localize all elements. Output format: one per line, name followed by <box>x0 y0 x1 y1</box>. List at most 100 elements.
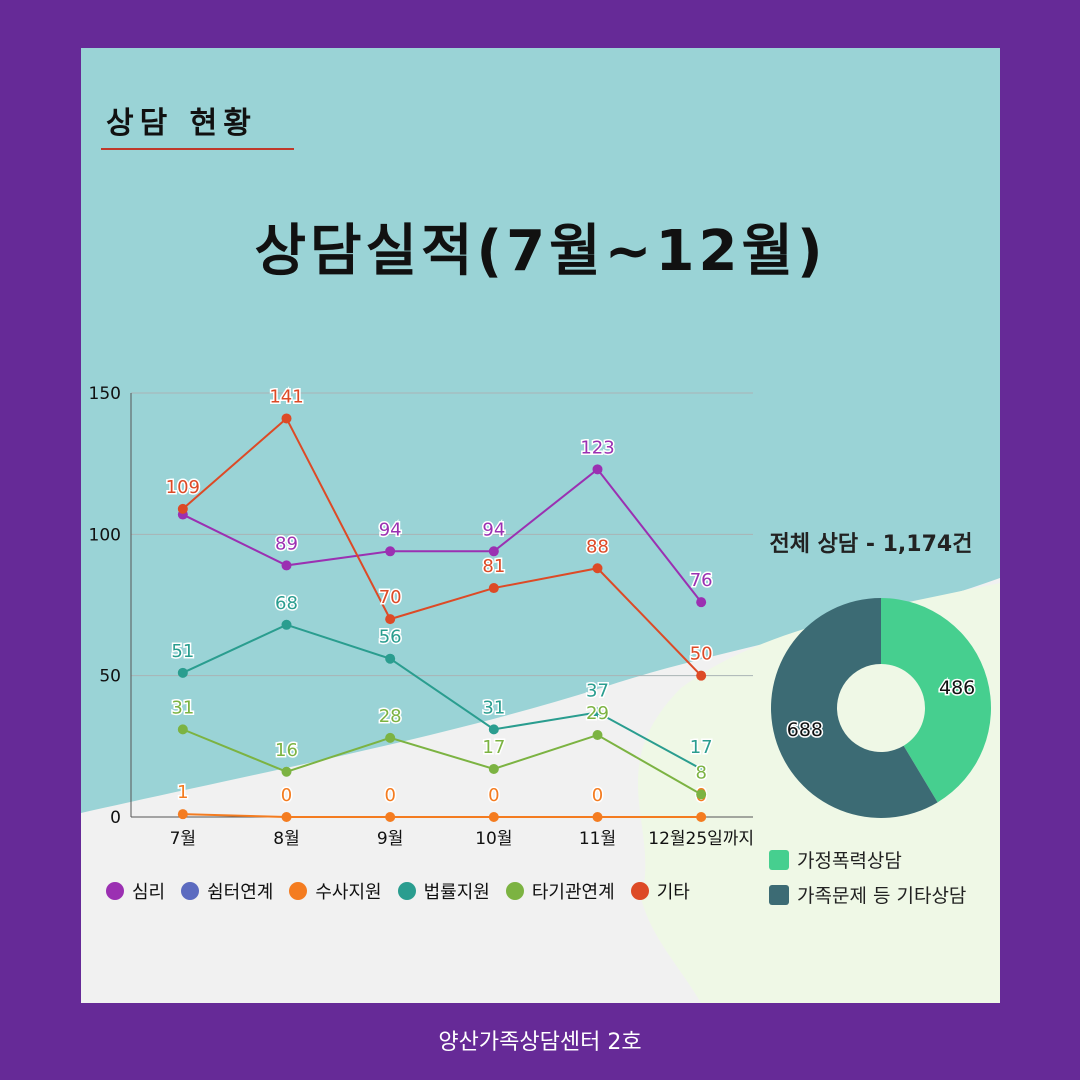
legend-label: 타기관연계 <box>531 882 615 903</box>
legend-label: 법률지원 <box>423 882 490 903</box>
data-label: 31 <box>482 697 505 718</box>
series-line <box>182 728 702 796</box>
data-label: 29 <box>586 703 609 724</box>
donut-chart: 486 688 <box>771 598 991 818</box>
data-point <box>385 812 396 822</box>
series-line <box>182 623 702 770</box>
legend-marker-icon <box>397 882 416 900</box>
data-point <box>385 546 396 557</box>
legend-label: 쉼터연계 <box>207 882 274 903</box>
data-point <box>696 670 707 681</box>
data-label: 81 <box>482 556 505 577</box>
donut-legend-label: 가정폭력상담 <box>797 850 902 872</box>
data-point <box>281 413 292 424</box>
legend-item-기타: 기타 <box>630 878 690 904</box>
legend-marker-icon <box>769 849 789 870</box>
data-point <box>385 614 396 625</box>
y-tick-label: 150 <box>89 384 121 404</box>
data-label: 50 <box>690 644 713 665</box>
data-point <box>385 732 396 743</box>
data-label: 31 <box>171 697 194 718</box>
data-point <box>281 812 292 822</box>
data-point <box>592 563 603 574</box>
data-point <box>488 763 499 774</box>
data-label: 94 <box>482 519 505 540</box>
y-tick-label: 50 <box>99 667 121 687</box>
x-tick-label: 7월 <box>170 829 196 849</box>
data-point <box>281 766 292 777</box>
section-title: 상담 현황 <box>106 106 257 141</box>
data-point <box>488 583 499 594</box>
data-point <box>488 812 499 822</box>
x-tick-label: 12월25일까지 <box>648 829 754 849</box>
series-line <box>182 416 702 677</box>
data-point <box>488 724 499 735</box>
data-label: 8 <box>695 762 706 783</box>
data-label: 0 <box>488 785 499 806</box>
y-tick-label: 0 <box>110 808 121 828</box>
legend-marker-icon <box>181 882 200 900</box>
donut-title: 전체 상담 - 1,174건 <box>769 532 973 557</box>
y-tick-label: 100 <box>89 525 121 545</box>
data-label: 141 <box>269 386 303 407</box>
data-label: 94 <box>379 519 402 540</box>
line-chart-legend: 심리 쉼터연계 수사지원 법률지원 타기관연계 기타 <box>106 878 706 904</box>
data-label: 37 <box>586 680 609 701</box>
donut-slice <box>771 598 938 818</box>
data-point <box>696 763 707 774</box>
data-label: 68 <box>275 593 298 614</box>
data-label: 109 <box>166 477 200 498</box>
data-label: 0 <box>592 785 603 806</box>
main-title: 상담실적(7월~12월) <box>254 219 827 284</box>
data-label: 89 <box>275 533 298 554</box>
data-point <box>592 812 603 822</box>
legend-item-법률지원: 법률지원 <box>397 878 490 904</box>
x-tick-label: 11월 <box>579 829 616 849</box>
data-point <box>385 653 396 664</box>
data-point <box>696 789 707 800</box>
data-point <box>177 809 188 820</box>
legend-marker-icon <box>505 882 524 900</box>
donut-value-label: 486 <box>939 677 975 699</box>
data-point <box>592 730 603 741</box>
data-label: 16 <box>275 740 298 761</box>
legend-label: 심리 <box>132 882 166 903</box>
data-point <box>177 503 188 514</box>
data-point <box>696 597 707 608</box>
donut-legend-label: 가족문제 등 기타상담 <box>797 885 967 907</box>
data-point <box>177 667 188 678</box>
data-point <box>281 560 292 571</box>
data-label: 0 <box>384 785 395 806</box>
legend-marker-icon <box>769 884 789 905</box>
donut-value-label: 688 <box>787 719 823 741</box>
content-card: 상담 현황 상담실적(7월~12월) 0 50 100 150 7월 8월 9월 10월 11월… <box>81 48 1000 1003</box>
x-tick-label: 8월 <box>273 829 299 849</box>
series-line <box>182 813 702 818</box>
data-point <box>696 812 707 822</box>
data-label: 76 <box>690 570 713 591</box>
data-label: 17 <box>690 737 713 758</box>
data-label: 0 <box>281 785 292 806</box>
data-label: 88 <box>586 536 609 557</box>
data-label: 56 <box>379 627 402 648</box>
data-label: 17 <box>482 737 505 758</box>
data-label: 51 <box>171 641 194 662</box>
data-label: 28 <box>379 706 402 727</box>
donut-legend-item: 가정폭력상담 <box>769 846 966 873</box>
x-tick-label: 10월 <box>475 829 512 849</box>
data-label: 123 <box>580 437 614 458</box>
data-label: 70 <box>379 587 402 608</box>
donut-legend: 가정폭력상담 가족문제 등 기타상담 <box>769 846 966 916</box>
donut-slice <box>881 598 991 803</box>
legend-item-쉼터연계: 쉼터연계 <box>181 878 273 904</box>
donut-legend-item: 가족문제 등 기타상담 <box>769 881 966 908</box>
legend-marker-icon <box>106 882 124 900</box>
legend-item-타기관연계: 타기관연계 <box>505 878 615 904</box>
legend-item-수사지원: 수사지원 <box>289 878 382 904</box>
data-point <box>592 464 603 475</box>
data-point <box>177 724 188 735</box>
legend-marker-icon <box>289 882 308 900</box>
data-point <box>281 619 292 630</box>
section-title-underline <box>101 148 294 150</box>
